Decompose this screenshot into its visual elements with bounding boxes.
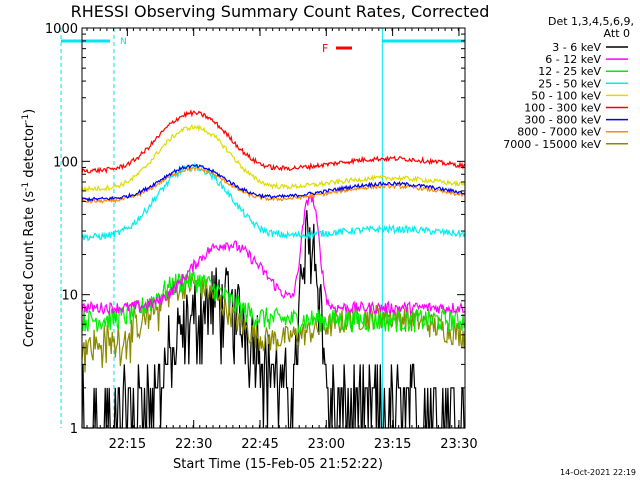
- y-axis-label-sup2: -1: [21, 114, 31, 123]
- chart-title: RHESSI Observing Summary Count Rates, Co…: [71, 2, 490, 21]
- y-axis-label-sup1: -1: [21, 182, 31, 191]
- attenuator-info: Att 0: [604, 27, 630, 40]
- x-tick-label: 23:30: [440, 437, 477, 452]
- legend-label: 6 - 12 keV: [545, 53, 601, 66]
- series-line-olive: [81, 273, 466, 373]
- x-tick-label: 22:45: [241, 437, 278, 452]
- flare-label: F: [322, 42, 328, 55]
- plot-frame: [81, 27, 466, 429]
- x-axis-label: Start Time (15-Feb-05 21:52:22): [173, 457, 383, 472]
- legend-label: 7000 - 15000 keV: [503, 138, 601, 151]
- series-line-magenta: [81, 191, 466, 316]
- legend-label: 300 - 800 keV: [524, 114, 601, 127]
- legend-label: 800 - 7000 keV: [517, 126, 601, 139]
- series-line-blue: [81, 163, 466, 203]
- legend-label: 12 - 25 keV: [538, 65, 601, 78]
- y-tick-label: 1000: [45, 22, 78, 37]
- svg-text:Corrected Count Rate (s-1 dete: Corrected Count Rate (s-1 detector-1): [21, 109, 37, 347]
- x-tick-label: 22:30: [175, 437, 212, 452]
- legend-label: 50 - 100 keV: [531, 89, 601, 102]
- legend-label: 100 - 300 keV: [524, 102, 601, 115]
- x-tick-label: 23:00: [308, 437, 345, 452]
- y-axis-label-mid: detector: [22, 122, 37, 182]
- series-line-red: [81, 109, 466, 175]
- y-tick-label: 100: [53, 155, 78, 170]
- y-axis-label-end: ): [22, 109, 37, 114]
- legend-label: 3 - 6 keV: [552, 41, 601, 54]
- x-tick-label: 22:15: [109, 437, 146, 452]
- y-tick-label: 10: [61, 289, 78, 304]
- series-line-orange: [81, 166, 466, 204]
- y-axis-label: Corrected Count Rate (s-1 detector-1): [21, 109, 37, 347]
- series-line-cyan: [81, 162, 466, 242]
- detector-info: Det 1,3,4,5,6,9,: [548, 15, 634, 28]
- date-stamp: 14-Oct-2021 22:19: [560, 468, 636, 477]
- night-label: N: [120, 37, 127, 47]
- y-axis-label-main: Corrected Count Rate (s: [22, 191, 37, 348]
- series-line-green: [81, 268, 466, 334]
- axis-ticks: 1 10 100 1000 22:15 22:30 22:45 23:00 23:15 23:30: [45, 22, 478, 452]
- legend-label: 25 - 50 keV: [538, 77, 601, 90]
- series-line-yellow: [81, 123, 466, 193]
- y-tick-label: 1: [70, 422, 78, 437]
- x-tick-label: 23:15: [374, 437, 411, 452]
